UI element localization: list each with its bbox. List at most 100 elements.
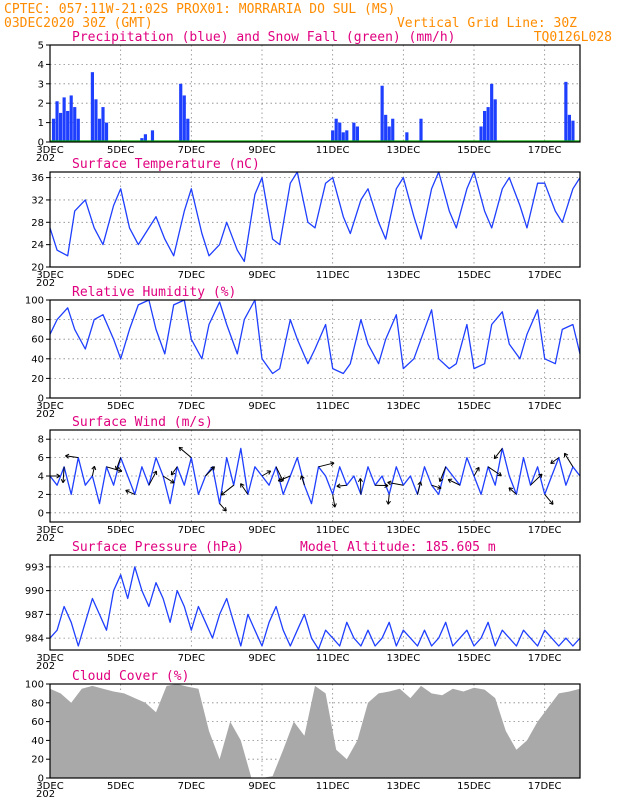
wind-arrow-head bbox=[538, 473, 543, 479]
panel-1: 3DEC 5DEC 7DEC 9DEC 11DEC 13DEC 15DEC 17DEC 202 2… bbox=[31, 157, 581, 289]
y-tick-label: 4 bbox=[38, 472, 44, 483]
wind-arrow-head bbox=[266, 470, 272, 475]
precip-bar bbox=[479, 126, 483, 142]
series-line bbox=[49, 299, 581, 375]
x-year-stub: 202 bbox=[36, 409, 55, 420]
y-tick-label: 1 bbox=[38, 118, 44, 129]
wind-arrow-head bbox=[170, 470, 176, 476]
wind-arrow-head bbox=[240, 483, 245, 488]
wind-arrow-head bbox=[549, 500, 554, 505]
panel-title: Relative Humidity (%) bbox=[72, 285, 236, 300]
wind-arrow-head bbox=[299, 475, 305, 480]
x-tick-label: 3DEC bbox=[36, 781, 63, 792]
header-line2: 03DEC2020 30Z (GMT) bbox=[4, 16, 153, 31]
precip-bar bbox=[104, 122, 109, 142]
wind-arrow-head bbox=[330, 461, 335, 467]
panel-title: Surface Pressure (hPa) bbox=[72, 540, 244, 555]
wind-arrow bbox=[220, 484, 235, 496]
wind-arrow bbox=[162, 475, 175, 484]
x-tick-label: 5DEC bbox=[107, 653, 134, 664]
y-tick-label: 60 bbox=[31, 335, 44, 346]
wind-arrow-head bbox=[91, 465, 97, 471]
x-tick-label: 3DEC bbox=[36, 401, 63, 412]
wind-arrow bbox=[439, 466, 447, 482]
precip-bar bbox=[493, 99, 497, 142]
wind-arrow-head bbox=[417, 481, 423, 486]
y-tick-label: 32 bbox=[31, 195, 44, 206]
x-tick-label: 17DEC bbox=[528, 270, 562, 281]
precip-bar bbox=[380, 85, 384, 142]
cloud-area bbox=[50, 684, 580, 778]
x-year-stub: 202 bbox=[36, 278, 55, 289]
wind-arrow bbox=[544, 494, 554, 505]
precip-bar bbox=[490, 83, 494, 142]
y-tick-label: 4 bbox=[38, 60, 44, 71]
precip-bar bbox=[419, 118, 423, 142]
wind-arrow-head bbox=[438, 477, 444, 483]
wind-arrow-head bbox=[336, 483, 341, 489]
precip-bar bbox=[186, 118, 190, 142]
precip-bar bbox=[59, 112, 63, 142]
x-tick-label: 3DEC bbox=[36, 145, 63, 156]
x-tick-label: 15DEC bbox=[457, 145, 491, 156]
precip-bar bbox=[334, 118, 338, 142]
precip-bar bbox=[182, 95, 186, 142]
x-tick-label: 11DEC bbox=[316, 270, 350, 281]
y-tick-label: 80 bbox=[31, 315, 44, 326]
x-tick-label: 13DEC bbox=[386, 653, 420, 664]
y-tick-label: 36 bbox=[31, 173, 44, 184]
x-tick-label: 7DEC bbox=[178, 145, 205, 156]
wind-arrow bbox=[219, 503, 227, 512]
precip-bar bbox=[69, 95, 73, 142]
x-tick-label: 3DEC bbox=[36, 270, 63, 281]
wind-arrow bbox=[530, 473, 543, 486]
precip-bar bbox=[341, 132, 345, 142]
y-tick-label: 20 bbox=[31, 755, 44, 766]
precip-bar bbox=[486, 107, 490, 142]
wind-arrow bbox=[115, 457, 122, 470]
wind-arrow bbox=[106, 466, 123, 472]
panel-title: Cloud Cover (%) bbox=[72, 669, 189, 684]
x-tick-label: 13DEC bbox=[386, 145, 420, 156]
x-tick-label: 7DEC bbox=[178, 653, 205, 664]
x-year-stub: 202 bbox=[36, 153, 55, 164]
x-tick-label: 5DEC bbox=[107, 145, 134, 156]
y-tick-label: 0 bbox=[38, 138, 44, 149]
wind-arrow-head bbox=[384, 483, 389, 489]
wind-arrow bbox=[564, 452, 574, 468]
x-tick-label: 13DEC bbox=[386, 401, 420, 412]
precip-bar bbox=[90, 72, 94, 142]
precip-bar bbox=[55, 101, 59, 142]
y-tick-label: 100 bbox=[25, 680, 44, 691]
precip-bar bbox=[76, 118, 80, 142]
x-tick-label: 9DEC bbox=[248, 525, 275, 536]
wind-arrow bbox=[278, 475, 291, 482]
precip-bar bbox=[73, 107, 77, 142]
x-tick-label: 7DEC bbox=[178, 401, 205, 412]
y-tick-label: 6 bbox=[38, 453, 44, 464]
wind-arrow-head bbox=[222, 507, 227, 512]
x-tick-label: 11DEC bbox=[316, 653, 350, 664]
panel-0: 3DEC 5DEC 7DEC 9DEC 11DEC 13DEC 15DEC 17DEC2020… bbox=[36, 30, 581, 164]
x-tick-label: 11DEC bbox=[316, 401, 350, 412]
panel-2: 3DEC 5DEC 7DEC 9DEC 11DEC 13DEC 15DEC 17DEC2020… bbox=[25, 285, 581, 420]
x-tick-label: 9DEC bbox=[248, 401, 275, 412]
x-tick-label: 11DEC bbox=[316, 781, 350, 792]
wind-arrow bbox=[359, 478, 362, 495]
precip-bar bbox=[564, 81, 568, 142]
panel-frame bbox=[49, 554, 581, 651]
wind-arrow-head bbox=[357, 478, 363, 483]
wind-arrow bbox=[91, 466, 95, 477]
wind-arrow bbox=[318, 462, 335, 468]
panel-frame bbox=[49, 171, 581, 268]
wind-arrow bbox=[416, 481, 422, 495]
x-tick-label: 13DEC bbox=[386, 781, 420, 792]
panel-title: Precipitation (blue) and Snow Fall (gree… bbox=[72, 30, 456, 45]
wind-arrow-head bbox=[447, 478, 453, 484]
header-line1: CPTEC: 057:11W-21:02S PROX01: MORRARIA D… bbox=[4, 2, 395, 17]
x-tick-label: 15DEC bbox=[457, 653, 491, 664]
y-tick-label: 40 bbox=[31, 354, 44, 365]
wind-arrow bbox=[261, 470, 271, 477]
precip-bar bbox=[567, 114, 571, 142]
x-tick-label: 5DEC bbox=[107, 525, 134, 536]
